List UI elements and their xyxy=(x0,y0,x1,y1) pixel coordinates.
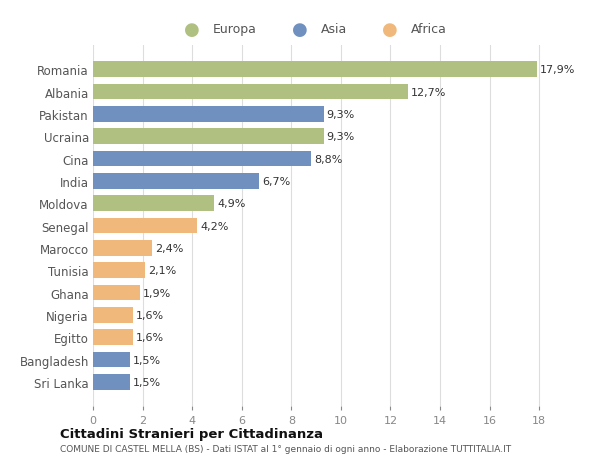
Text: Africa: Africa xyxy=(411,23,447,36)
Text: 2,4%: 2,4% xyxy=(155,243,184,253)
Bar xyxy=(93,330,133,345)
Text: 4,2%: 4,2% xyxy=(200,221,229,231)
Text: ●: ● xyxy=(382,21,398,39)
Bar xyxy=(93,285,140,301)
Bar xyxy=(93,374,130,390)
Text: 17,9%: 17,9% xyxy=(540,65,575,75)
Bar xyxy=(93,196,214,212)
Text: 1,5%: 1,5% xyxy=(133,377,161,387)
Text: Europa: Europa xyxy=(213,23,257,36)
Bar xyxy=(93,218,197,234)
Text: 9,3%: 9,3% xyxy=(326,110,355,120)
Text: ●: ● xyxy=(292,21,308,39)
Bar xyxy=(93,84,408,100)
Bar xyxy=(93,62,537,78)
Text: 2,1%: 2,1% xyxy=(148,266,176,275)
Text: Asia: Asia xyxy=(321,23,347,36)
Text: 1,5%: 1,5% xyxy=(133,355,161,365)
Text: 9,3%: 9,3% xyxy=(326,132,355,142)
Text: 8,8%: 8,8% xyxy=(314,154,343,164)
Text: 4,9%: 4,9% xyxy=(217,199,246,209)
Bar xyxy=(93,129,323,145)
Text: 6,7%: 6,7% xyxy=(262,177,290,186)
Text: ●: ● xyxy=(184,21,200,39)
Bar xyxy=(93,151,311,167)
Text: 1,6%: 1,6% xyxy=(136,332,164,342)
Text: 1,9%: 1,9% xyxy=(143,288,172,298)
Text: 1,6%: 1,6% xyxy=(136,310,164,320)
Bar xyxy=(93,352,130,368)
Bar xyxy=(93,263,145,279)
Bar xyxy=(93,308,133,323)
Text: Cittadini Stranieri per Cittadinanza: Cittadini Stranieri per Cittadinanza xyxy=(60,427,323,440)
Text: 12,7%: 12,7% xyxy=(411,87,446,97)
Text: COMUNE DI CASTEL MELLA (BS) - Dati ISTAT al 1° gennaio di ogni anno - Elaborazio: COMUNE DI CASTEL MELLA (BS) - Dati ISTAT… xyxy=(60,444,511,453)
Bar xyxy=(93,241,152,256)
Bar xyxy=(93,174,259,189)
Bar xyxy=(93,107,323,123)
